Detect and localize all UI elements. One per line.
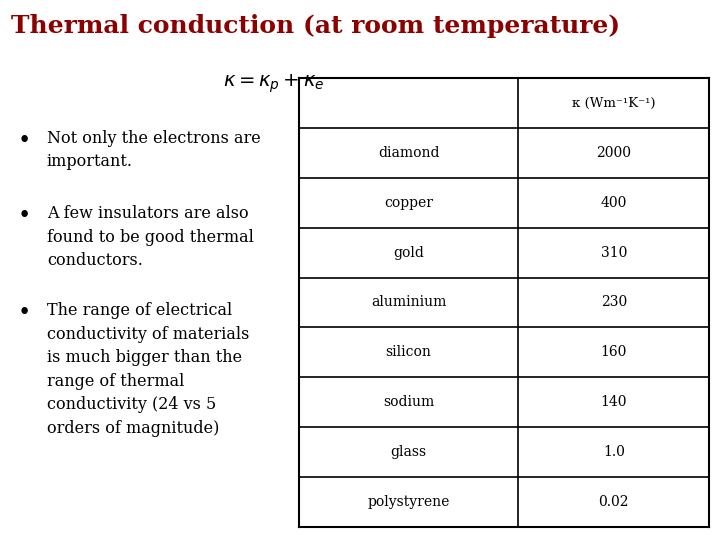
Text: 230: 230 [600,295,627,309]
Text: •: • [18,130,31,152]
Text: aluminium: aluminium [371,295,446,309]
Text: glass: glass [390,445,427,459]
Text: 400: 400 [600,196,627,210]
Text: copper: copper [384,196,433,210]
Text: $\kappa = \kappa_p + \kappa_e$: $\kappa = \kappa_p + \kappa_e$ [223,73,324,96]
Text: polystyrene: polystyrene [367,495,450,509]
Text: 140: 140 [600,395,627,409]
Text: 0.02: 0.02 [598,495,629,509]
Text: gold: gold [393,246,424,260]
Text: Not only the electrons are
important.: Not only the electrons are important. [47,130,261,170]
Text: silicon: silicon [386,345,431,359]
Text: 160: 160 [600,345,627,359]
Text: sodium: sodium [383,395,434,409]
Bar [299,78,709,526]
Text: The range of electrical
conductivity of materials
is much bigger than the
range : The range of electrical conductivity of … [47,302,249,437]
Text: 2000: 2000 [596,146,631,160]
Text: Thermal conduction (at room temperature): Thermal conduction (at room temperature) [11,14,620,37]
Text: diamond: diamond [378,146,439,160]
Text: •: • [18,302,31,325]
Text: 1.0: 1.0 [603,445,625,459]
Text: •: • [18,205,31,227]
Text: κ (Wm⁻¹K⁻¹): κ (Wm⁻¹K⁻¹) [572,97,655,110]
Text: A few insulators are also
found to be good thermal
conductors.: A few insulators are also found to be go… [47,205,253,269]
Text: 310: 310 [600,246,627,260]
